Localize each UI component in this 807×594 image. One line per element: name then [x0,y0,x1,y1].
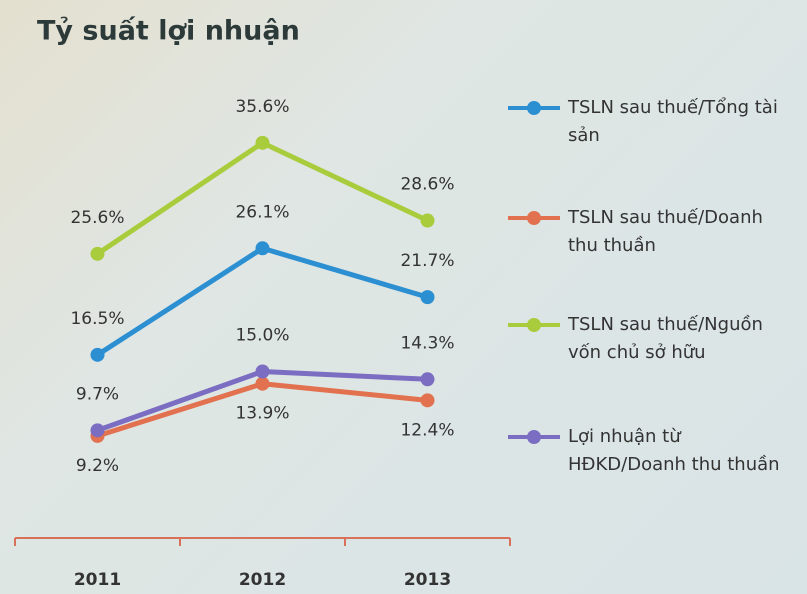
data-label: 16.5% [70,309,124,329]
series-line [98,143,428,254]
x-tick-label: 2013 [404,570,451,590]
data-label: 15.0% [235,326,289,346]
data-label: 25.6% [70,208,124,228]
data-point [256,241,270,255]
data-point [91,348,105,362]
legend-marker [527,101,541,115]
chart: Tỷ suất lợi nhuận 2011 2012 2013 16.5% 26.1%… [0,0,807,594]
legend-entry: TSLN sau thuế/Doanh thu thuần [568,204,793,260]
data-point [256,377,270,391]
legend-marker [527,211,541,225]
legend-marker [527,430,541,444]
plot: Tỷ suất lợi nhuận 2011 2012 2013 16.5% 26.1%… [0,0,807,594]
legend-entry: TSLN sau thuế/Nguồn vốn chủ sở hữu [568,311,793,367]
data-label: 13.9% [235,404,289,424]
data-label: 9.7% [76,384,119,404]
data-label: 28.6% [400,175,454,195]
x-tick-label: 2012 [239,570,286,590]
data-point [421,372,435,386]
data-point [256,136,270,150]
data-point [421,290,435,304]
legend-entry: Lợi nhuận từ HĐKD/Doanh thu thuần [568,423,793,479]
data-label: 12.4% [400,420,454,440]
x-tick-label: 2011 [74,570,121,590]
data-point [91,247,105,261]
data-label: 35.6% [235,97,289,117]
data-point [421,214,435,228]
legend-entry: TSLN sau thuế/Tổng tài sản [568,94,793,150]
data-label: 9.2% [76,456,119,476]
legend-marker [527,318,541,332]
data-label: 14.3% [400,333,454,353]
data-point [256,365,270,379]
data-point [91,423,105,437]
chart-title: Tỷ suất lợi nhuận [37,16,300,47]
data-label: 21.7% [400,251,454,271]
data-point [421,393,435,407]
data-label: 26.1% [235,202,289,222]
